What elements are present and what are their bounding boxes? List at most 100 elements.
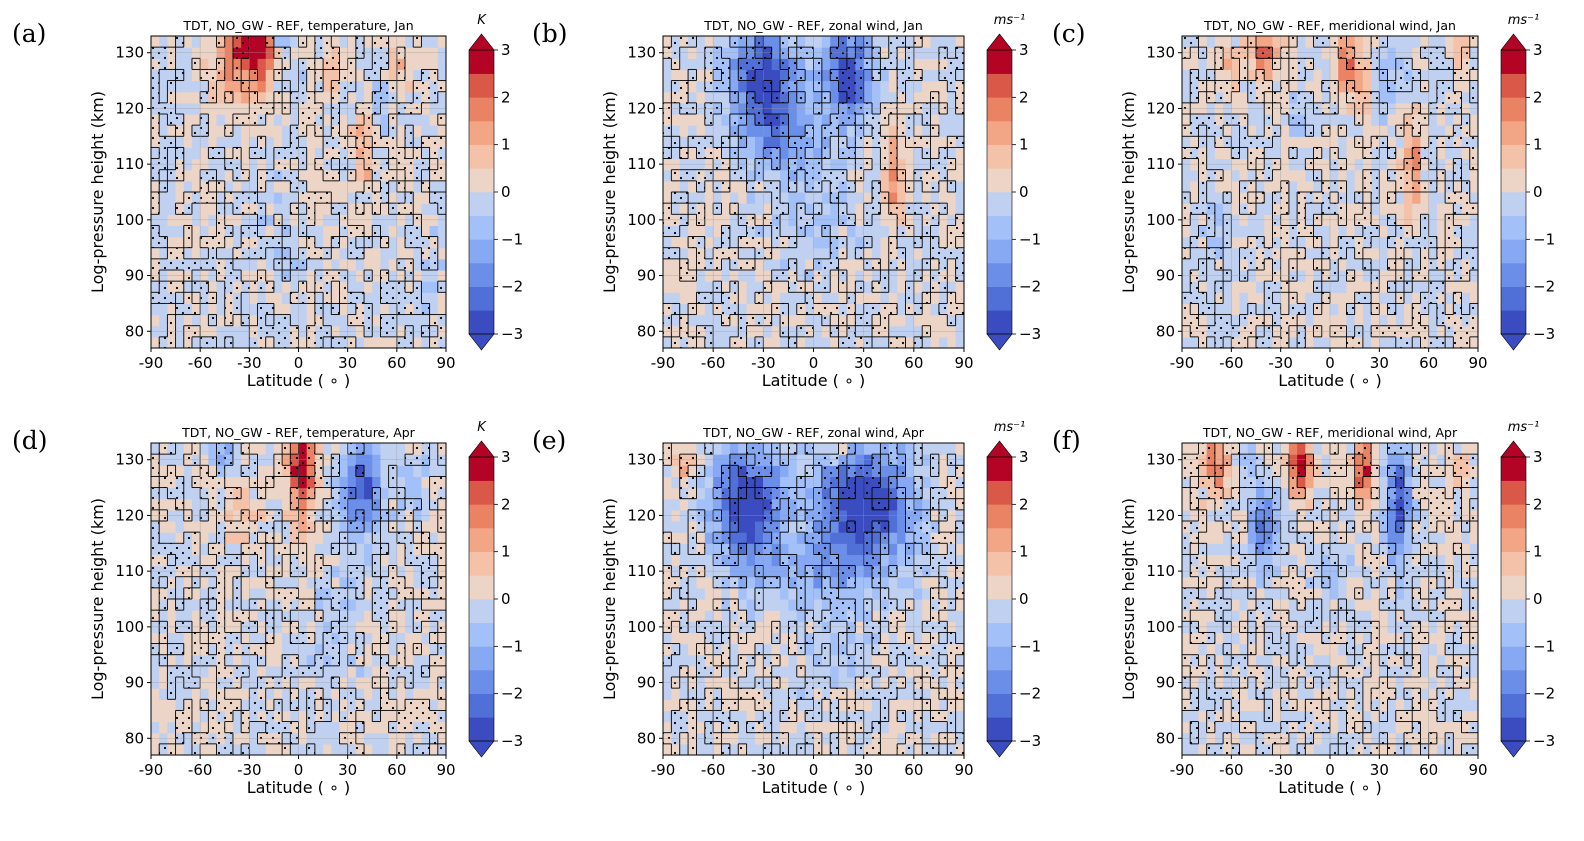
stipple-cell	[355, 247, 365, 259]
heatmap-cell	[679, 292, 689, 305]
heatmap-cell	[746, 80, 756, 93]
heatmap-cell	[721, 325, 731, 338]
stipple-cell	[930, 247, 939, 259]
stipple-cell	[151, 258, 160, 270]
heatmap-cell	[257, 125, 267, 137]
heatmap-cell	[249, 292, 259, 305]
stipple-cell	[388, 169, 397, 181]
stipple-cell	[241, 114, 250, 126]
stipple-cell	[323, 36, 332, 48]
stipple-cell	[265, 236, 274, 248]
heatmap-cell	[290, 192, 300, 204]
heatmap-cell	[922, 236, 932, 249]
stipple-cell	[771, 91, 781, 103]
heatmap-cell	[771, 292, 781, 305]
heatmap-cell	[282, 281, 291, 293]
heatmap-cell	[704, 203, 714, 215]
stipple-cell	[713, 80, 722, 92]
stipple-cell	[396, 203, 406, 215]
stipple-cell	[922, 114, 931, 126]
stipple-cell	[429, 258, 438, 270]
heatmap-cell	[688, 292, 698, 305]
stipple-cell	[763, 180, 772, 192]
heatmap-cell	[763, 102, 773, 115]
heatmap-cell	[696, 314, 706, 327]
stipple-cell	[679, 336, 689, 348]
heatmap-cell	[813, 225, 823, 238]
heatmap-cell	[405, 47, 414, 59]
heatmap-cell	[372, 314, 382, 327]
stipple-cell	[872, 203, 881, 215]
heatmap-cell	[241, 214, 250, 227]
heatmap-cell	[175, 80, 185, 93]
stipple-cell	[257, 336, 266, 348]
heatmap-cell	[713, 136, 723, 149]
stipple-cell	[306, 247, 315, 259]
heatmap-cell	[282, 203, 291, 215]
x-tick-label: 30	[338, 354, 357, 372]
heatmap-cell	[696, 270, 706, 282]
stipple-cell	[679, 192, 689, 204]
stipple-cell	[754, 247, 764, 259]
y-axis-label: Log-pressure height (km)	[88, 91, 107, 293]
stipple-cell	[339, 225, 348, 237]
heatmap-cell	[796, 192, 806, 204]
stipple-cell	[913, 303, 923, 315]
stipple-cell	[298, 225, 307, 237]
stipple-cell	[405, 192, 414, 204]
heatmap-cell	[821, 158, 831, 171]
stipple-cell	[830, 180, 839, 192]
heatmap-cell	[930, 147, 940, 160]
heatmap-cell	[947, 125, 957, 137]
heatmap-cell	[938, 325, 948, 338]
heatmap-cell	[897, 303, 907, 316]
stipple-cell	[746, 314, 755, 326]
stipple-cell	[249, 192, 258, 204]
stipple-cell	[257, 314, 266, 326]
heatmap-cell	[729, 214, 739, 227]
heatmap-cell	[955, 192, 965, 204]
heatmap-cell	[208, 203, 218, 215]
heatmap-cell	[688, 247, 698, 260]
stipple-cell	[159, 292, 168, 304]
heatmap-cell	[331, 325, 341, 338]
stipple-cell	[947, 292, 956, 304]
stipple-cell	[151, 58, 160, 70]
heatmap-cell	[872, 225, 881, 238]
heatmap-cell	[388, 58, 398, 71]
heatmap-cell	[208, 225, 218, 238]
heatmap-cell	[922, 58, 932, 71]
heatmap-cell	[897, 270, 907, 282]
heatmap-cell	[805, 102, 815, 115]
stipple-cell	[888, 136, 898, 148]
heatmap-cell	[355, 91, 365, 104]
heatmap-cell	[947, 214, 957, 227]
heatmap-cell	[754, 47, 764, 59]
stipple-cell	[671, 91, 680, 103]
heatmap-cell	[763, 36, 773, 48]
heatmap-cell	[955, 36, 965, 48]
heatmap-cell	[191, 69, 201, 82]
heatmap-cell	[282, 36, 291, 48]
stipple-cell	[955, 225, 964, 237]
heatmap-cell	[788, 91, 798, 104]
heatmap-cell	[754, 125, 764, 137]
stipple-cell	[347, 292, 356, 304]
heatmap-cell	[704, 225, 714, 238]
heatmap-cell	[306, 47, 316, 59]
heatmap-cell	[290, 270, 300, 282]
stipple-cell	[771, 236, 781, 248]
heatmap-cell	[257, 292, 267, 305]
heatmap-cell	[863, 270, 873, 282]
stipple-cell	[721, 69, 730, 81]
heatmap-cell	[265, 147, 275, 160]
heatmap-cell	[388, 214, 398, 227]
stipple-cell	[241, 36, 250, 48]
heatmap-cell	[855, 292, 865, 305]
heatmap-cell	[955, 69, 965, 82]
heatmap-cell	[863, 192, 873, 204]
heatmap-cell	[846, 314, 856, 327]
stipple-cell	[897, 125, 906, 137]
stipple-cell	[880, 136, 889, 148]
heatmap-cell	[159, 270, 168, 282]
